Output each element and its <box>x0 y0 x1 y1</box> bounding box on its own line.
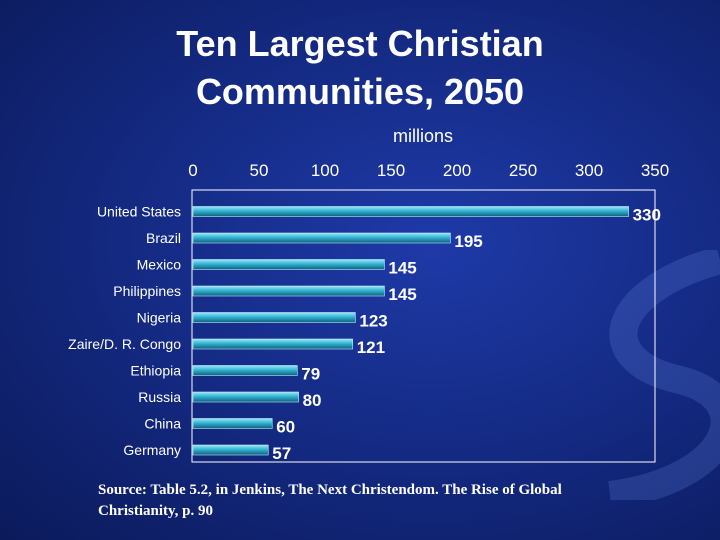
category-label: Russia <box>138 389 181 405</box>
x-tick-label: 100 <box>311 161 339 180</box>
bar <box>192 312 356 323</box>
source-note: Source: Table 5.2, in Jenkins, The Next … <box>98 480 698 522</box>
category-label: Zaire/D. R. Congo <box>68 336 181 352</box>
data-label: 80 <box>303 391 322 410</box>
category-label: Nigeria <box>137 310 182 326</box>
x-tick-label: 150 <box>377 161 405 180</box>
category-label: United States <box>97 204 181 220</box>
bar <box>192 206 629 217</box>
data-label: 121 <box>357 338 385 357</box>
data-label: 57 <box>272 444 291 463</box>
source-line-2: Christianity, p. 90 <box>98 503 214 519</box>
data-label: 123 <box>359 312 387 331</box>
category-label: China <box>144 416 181 432</box>
x-tick-label: 300 <box>575 161 603 180</box>
source-line-1: Source: Table 5.2, in Jenkins, The Next … <box>98 482 562 498</box>
plot-frame <box>191 189 656 463</box>
data-label: 330 <box>633 206 661 225</box>
bar <box>192 259 385 270</box>
data-label: 145 <box>388 285 416 304</box>
bar <box>192 285 385 297</box>
bar <box>192 391 299 403</box>
x-tick-label: 200 <box>443 161 471 180</box>
category-label: Mexico <box>137 257 182 273</box>
category-label: Philippines <box>113 283 181 299</box>
category-label: Germany <box>123 442 181 458</box>
x-tick-label: 350 <box>641 161 669 180</box>
bar <box>192 418 273 429</box>
data-label: 60 <box>276 418 295 437</box>
data-label: 145 <box>388 259 416 278</box>
x-tick-label: 50 <box>250 161 269 180</box>
bar <box>192 444 269 456</box>
data-label: 195 <box>454 232 482 251</box>
background-swoosh-decoration <box>608 250 720 500</box>
category-label: Ethiopia <box>130 363 181 379</box>
slide-title-line-2: Communities, 2050 <box>195 71 525 112</box>
x-tick-label: 250 <box>509 161 537 180</box>
data-label: 79 <box>301 365 320 384</box>
x-axis-label: millions <box>393 126 453 146</box>
bar-chart: millions 0 50 100 150 200 250 300 350 United St… <box>68 126 669 463</box>
bar <box>192 232 451 244</box>
bar <box>192 338 354 350</box>
x-tick-label: 0 <box>188 161 197 180</box>
slide-title-line-1: Ten Largest Christian <box>176 23 544 64</box>
category-label: Brazil <box>146 230 181 246</box>
bar <box>192 365 298 376</box>
